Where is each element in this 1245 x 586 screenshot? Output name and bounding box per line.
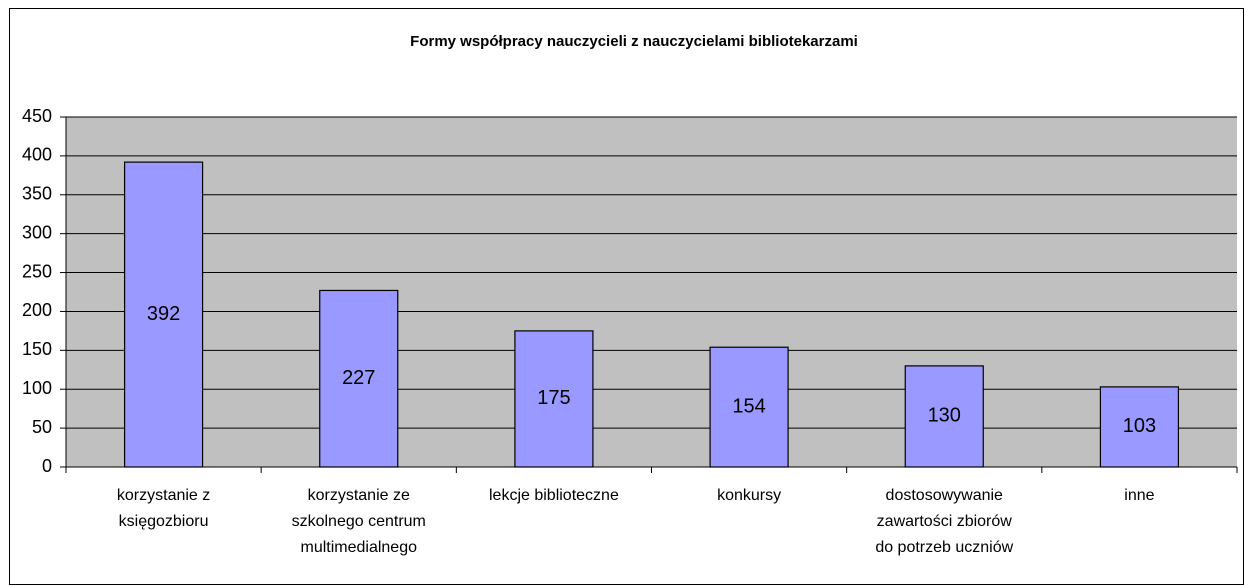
bar [904, 365, 984, 468]
x-tick-label: dostosowywanie zawartości zbiorów do potrz… [875, 487, 1013, 556]
x-tick-label-line: zawartości zbiorów [877, 513, 1013, 530]
y-tick-label: 0 [42, 456, 52, 476]
y-tick-label: 50 [32, 417, 52, 437]
x-tick-label-line: księgozbioru [119, 513, 209, 530]
bar [514, 330, 594, 468]
data-label: 130 [928, 405, 961, 427]
x-tick-label-line: multimedialnego [300, 539, 417, 556]
data-label: 227 [342, 367, 375, 389]
chart-title: Formy współpracy nauczycieli z nauczycie… [410, 33, 858, 50]
data-label: 392 [147, 303, 180, 325]
y-tick-label: 300 [22, 222, 52, 242]
bar [319, 289, 399, 468]
bar [709, 346, 789, 468]
y-tick-label: 150 [22, 339, 52, 359]
x-tick-label: korzystanie ze szkolnego centrum multimedi… [292, 487, 426, 556]
x-tick-label-line: do potrzeb uczniów [875, 539, 1013, 556]
y-tick-label: 400 [22, 145, 52, 165]
x-tick-label: konkursy [717, 487, 781, 504]
x-tick-label-line: konkursy [717, 487, 781, 504]
x-tick-label-line: korzystanie ze [308, 487, 410, 504]
x-tick-label-line: dostosowywanie [886, 487, 1004, 504]
x-tick-label-line: szkolnego centrum [292, 513, 426, 530]
data-label: 154 [732, 395, 765, 417]
y-tick-label: 200 [22, 300, 52, 320]
x-tick-label-line: inne [1124, 487, 1154, 504]
x-tick-label-line: korzystanie z [117, 487, 210, 504]
y-tick-label: 350 [22, 184, 52, 204]
x-tick-label-line: lekcje biblioteczne [489, 487, 619, 504]
data-label: 175 [537, 387, 570, 409]
plot-area [66, 117, 1237, 467]
y-tick-label: 250 [22, 261, 52, 281]
y-tick-label: 450 [22, 106, 52, 126]
bar [1099, 386, 1180, 468]
x-tick-label: lekcje biblioteczne [489, 487, 619, 504]
data-label: 103 [1123, 415, 1156, 437]
x-tick-label: korzystanie z księgozbioru [117, 487, 210, 530]
y-tick-label: 100 [22, 378, 52, 398]
x-tick-label: inne [1124, 487, 1154, 504]
bar [123, 161, 204, 468]
